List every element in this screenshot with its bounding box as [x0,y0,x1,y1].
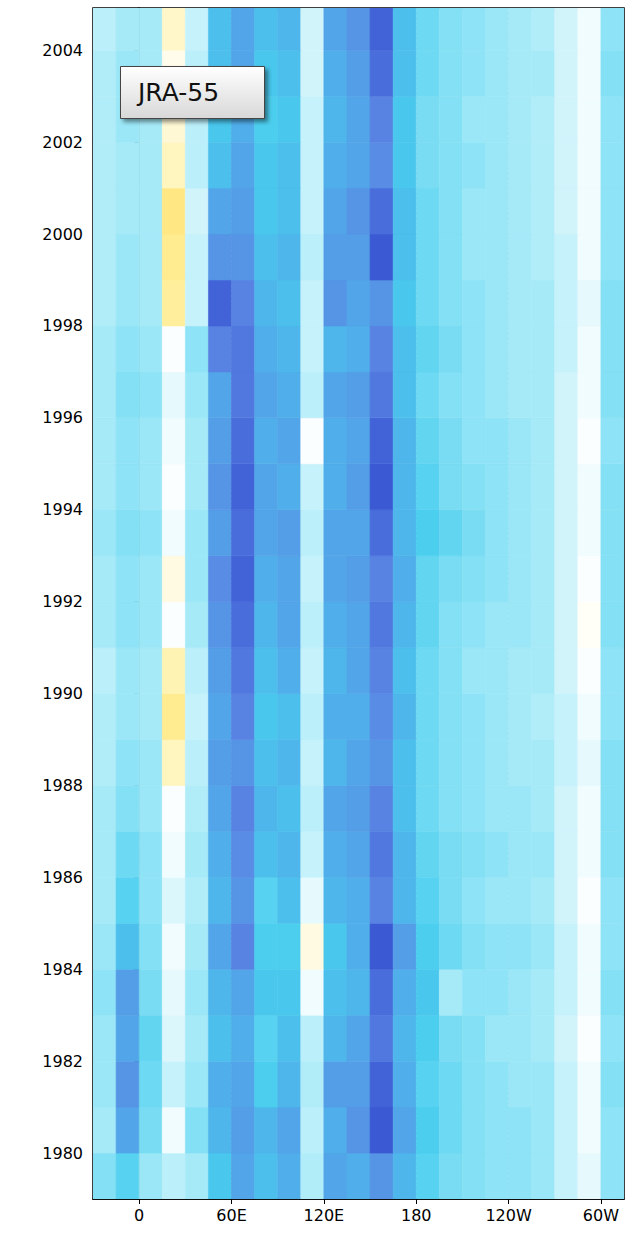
svg-text:180: 180 [401,1206,432,1225]
svg-text:1986: 1986 [42,868,83,887]
svg-text:1988: 1988 [42,776,83,795]
svg-text:1990: 1990 [42,684,83,703]
svg-text:1996: 1996 [42,408,83,427]
svg-text:0: 0 [134,1206,144,1225]
svg-text:2000: 2000 [42,225,83,244]
svg-text:1984: 1984 [42,960,83,979]
svg-text:120W: 120W [485,1206,532,1225]
svg-text:120E: 120E [304,1206,345,1225]
svg-text:60E: 60E [216,1206,246,1225]
svg-text:1994: 1994 [42,500,83,519]
svg-text:1992: 1992 [42,592,83,611]
svg-text:2004: 2004 [42,41,83,60]
svg-text:2002: 2002 [42,133,83,152]
svg-text:JRA-55: JRA-55 [136,78,219,107]
svg-text:1998: 1998 [42,316,83,335]
svg-text:1980: 1980 [42,1144,83,1163]
svg-text:60W: 60W [583,1206,619,1225]
svg-text:1982: 1982 [42,1052,83,1071]
